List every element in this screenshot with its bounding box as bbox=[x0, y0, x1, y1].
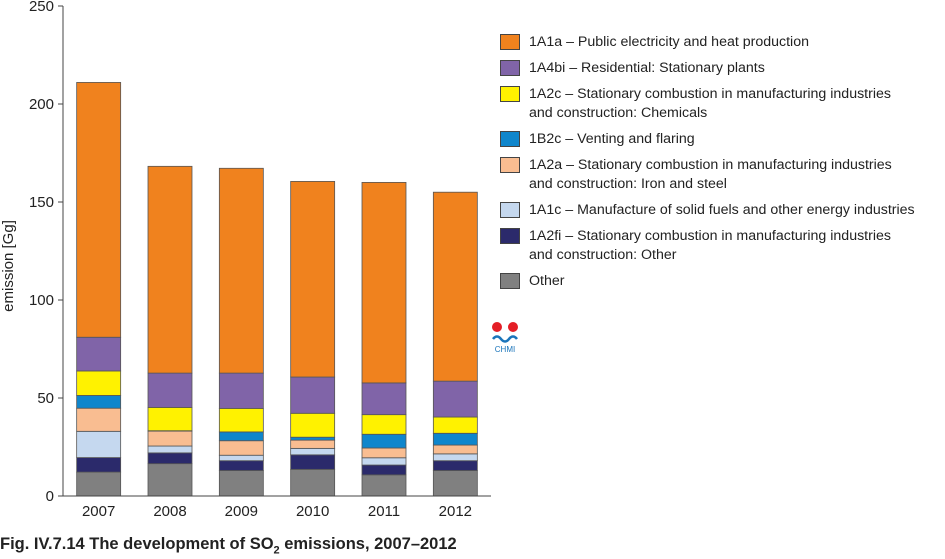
legend-swatch-4 bbox=[500, 131, 520, 147]
bar-segment-2010-series-4 bbox=[290, 436, 336, 441]
bar-segment-2012-series-3 bbox=[432, 444, 478, 455]
bar-segment-2011-series-5 bbox=[361, 414, 407, 435]
bar-segment-2011-series-0 bbox=[361, 474, 407, 497]
bar-segment-2011-series-6 bbox=[361, 382, 407, 416]
legend-label-7: 1A1a – Public electricity and heat produ… bbox=[529, 34, 809, 50]
bar-segment-2010-series-7 bbox=[290, 181, 336, 378]
bar-segment-2009-series-5 bbox=[218, 407, 264, 433]
bar-segment-2011-series-1 bbox=[361, 464, 407, 476]
legend-label-6: 1A4bi – Residential: Stationary plants bbox=[529, 60, 765, 76]
bar-segment-2010-series-0 bbox=[290, 468, 336, 497]
legend-label-3: 1A2a – Stationary combustion in manufact… bbox=[529, 157, 892, 192]
legend-item-2: 1A1c – Manufacture of solid fuels and ot… bbox=[500, 201, 945, 220]
bar-segment-2009-series-7 bbox=[218, 167, 264, 374]
bar-segment-2007-series-1 bbox=[76, 457, 122, 473]
legend-swatch-1 bbox=[500, 228, 520, 244]
logo-dot-left bbox=[492, 322, 502, 332]
bar-segment-2010-series-1 bbox=[290, 454, 336, 470]
bar-segment-2008-series-5 bbox=[147, 407, 193, 432]
caption-prefix: Fig. IV.7.14 The development of SO bbox=[0, 535, 274, 553]
bar-segment-2008-series-2 bbox=[147, 445, 193, 454]
legend-item-1: 1A2fi – Stationary combustion in manufac… bbox=[500, 227, 945, 265]
legend-swatch-3 bbox=[500, 157, 520, 173]
y-tick-label-150: 150 bbox=[29, 194, 54, 211]
y-tick-label-200: 200 bbox=[29, 96, 54, 113]
bar-segment-2010-series-3 bbox=[290, 439, 336, 449]
x-tick-label-2012: 2012 bbox=[439, 503, 472, 520]
bar-segment-2009-series-4 bbox=[218, 431, 264, 442]
legend-swatch-5 bbox=[500, 86, 520, 102]
bars-group bbox=[76, 82, 478, 497]
bar-segment-2012-series-6 bbox=[432, 380, 478, 418]
bar-segment-2007-series-2 bbox=[76, 430, 122, 458]
bar-segment-2011-series-4 bbox=[361, 433, 407, 449]
bar-segment-2007-series-6 bbox=[76, 336, 122, 372]
bar-segment-2008-series-6 bbox=[147, 372, 193, 408]
bar-segment-2007-series-5 bbox=[76, 370, 122, 396]
bar-segment-2008-series-1 bbox=[147, 452, 193, 465]
legend-item-6: 1A4bi – Residential: Stationary plants bbox=[500, 59, 945, 78]
bar-segment-2010-series-6 bbox=[290, 376, 336, 414]
bar-segment-2012-series-4 bbox=[432, 432, 478, 446]
bar-segment-2010-series-5 bbox=[290, 412, 336, 438]
legend-item-7: 1A1a – Public electricity and heat produ… bbox=[500, 33, 945, 52]
chmi-logo: CHMI bbox=[489, 320, 521, 354]
legend-label-1: 1A2fi – Stationary combustion in manufac… bbox=[529, 228, 891, 263]
bar-segment-2009-series-6 bbox=[218, 372, 264, 409]
legend-swatch-2 bbox=[500, 202, 520, 218]
y-tick-label-250: 250 bbox=[29, 0, 54, 15]
x-tick-label-2009: 2009 bbox=[225, 503, 258, 520]
x-tick-label-2008: 2008 bbox=[153, 503, 186, 520]
bar-segment-2012-series-1 bbox=[432, 460, 478, 471]
so2-stacked-bar-chart: 2007 2008 2009 2010 2011 2012 0 50 100 150 200 250 e… bbox=[0, 0, 491, 520]
legend-swatch-7 bbox=[500, 34, 520, 50]
bar-segment-2007-series-3 bbox=[76, 407, 122, 432]
legend-swatch-0 bbox=[500, 273, 520, 289]
bar-segment-2007-series-7 bbox=[76, 82, 122, 338]
bar-segment-2008-series-3 bbox=[147, 430, 193, 447]
legend-item-3: 1A2a – Stationary combustion in manufact… bbox=[500, 156, 945, 194]
bar-segment-2009-series-1 bbox=[218, 460, 264, 471]
logo-wave bbox=[491, 335, 519, 343]
logo-text: CHMI bbox=[495, 345, 515, 354]
bar-segment-2011-series-7 bbox=[361, 181, 407, 384]
bar-segment-2011-series-3 bbox=[361, 447, 407, 459]
y-tick-label-50: 50 bbox=[37, 390, 54, 407]
x-tick-label-2007: 2007 bbox=[82, 503, 115, 520]
bar-segment-2012-series-5 bbox=[432, 416, 478, 434]
bar-segment-2010-series-2 bbox=[290, 447, 336, 456]
legend-label-4: 1B2c – Venting and flaring bbox=[529, 131, 695, 147]
x-tick-label-2010: 2010 bbox=[296, 503, 329, 520]
legend-item-4: 1B2c – Venting and flaring bbox=[500, 130, 945, 149]
legend-label-0: Other bbox=[529, 273, 565, 289]
legend-swatch-6 bbox=[500, 60, 520, 76]
x-tick-label-2011: 2011 bbox=[368, 503, 400, 520]
y-tick-label-100: 100 bbox=[29, 292, 54, 309]
caption-suffix: emissions, 2007–2012 bbox=[279, 535, 457, 553]
legend-item-5: 1A2c – Stationary combustion in manufact… bbox=[500, 85, 945, 123]
legend-label-2: 1A1c – Manufacture of solid fuels and ot… bbox=[529, 202, 915, 218]
figure-caption: Fig. IV.7.14 The development of SO2 emis… bbox=[0, 535, 457, 556]
y-tick-label-0: 0 bbox=[46, 488, 54, 505]
bar-segment-2009-series-2 bbox=[218, 454, 264, 462]
legend-item-0: Other bbox=[500, 272, 945, 291]
bar-segment-2007-series-0 bbox=[76, 471, 122, 497]
axes-group: 2007 2008 2009 2010 2011 2012 0 50 100 150 200 250 e… bbox=[0, 0, 491, 520]
bar-segment-2008-series-0 bbox=[147, 463, 193, 497]
caption-subscript: 2 bbox=[273, 544, 280, 557]
bar-segment-2012-series-7 bbox=[432, 191, 478, 382]
bar-segment-2008-series-7 bbox=[147, 165, 193, 374]
bar-segment-2012-series-0 bbox=[432, 470, 478, 497]
y-axis-title: emission [Gg] bbox=[0, 220, 17, 312]
logo-dot-right bbox=[508, 322, 518, 332]
bar-segment-2007-series-4 bbox=[76, 395, 122, 409]
chart-legend: 1A1a – Public electricity and heat produ… bbox=[500, 33, 945, 298]
bar-segment-2011-series-2 bbox=[361, 457, 407, 466]
bar-segment-2009-series-0 bbox=[218, 470, 264, 497]
legend-label-5: 1A2c – Stationary combustion in manufact… bbox=[529, 86, 891, 121]
bar-segment-2012-series-2 bbox=[432, 453, 478, 462]
bar-segment-2009-series-3 bbox=[218, 440, 264, 456]
